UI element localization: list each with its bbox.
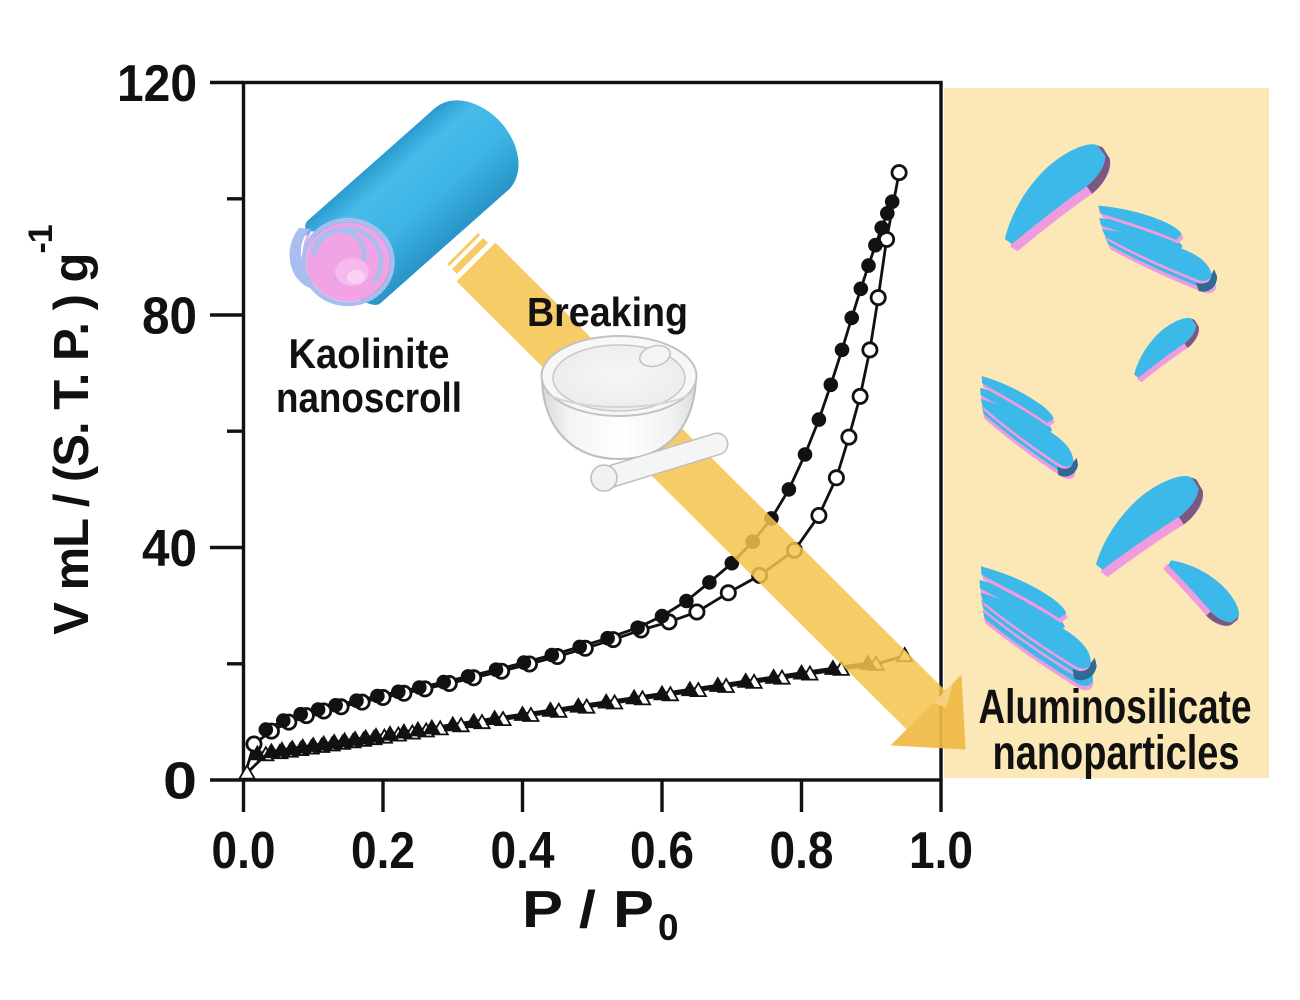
svg-text:80: 80 <box>142 288 197 346</box>
svg-text:0: 0 <box>163 753 197 811</box>
svg-text:Aluminosilicate: Aluminosilicate <box>979 681 1252 734</box>
svg-text:1.0: 1.0 <box>909 822 973 880</box>
svg-text:0.8: 0.8 <box>770 822 834 880</box>
svg-text:nanoscroll: nanoscroll <box>276 374 462 421</box>
svg-text:40: 40 <box>142 520 197 578</box>
svg-text:0.2: 0.2 <box>351 822 415 880</box>
svg-text:Breaking: Breaking <box>527 289 688 335</box>
svg-text:nanoparticles: nanoparticles <box>993 727 1240 780</box>
svg-text:0.6: 0.6 <box>630 822 694 880</box>
svg-text:P / P: P / P <box>522 881 654 939</box>
svg-text:0: 0 <box>658 907 679 948</box>
svg-text:120: 120 <box>117 55 197 113</box>
svg-text:0.4: 0.4 <box>491 822 555 880</box>
svg-text:0.0: 0.0 <box>212 822 276 880</box>
svg-text:Kaolinite: Kaolinite <box>289 330 450 377</box>
